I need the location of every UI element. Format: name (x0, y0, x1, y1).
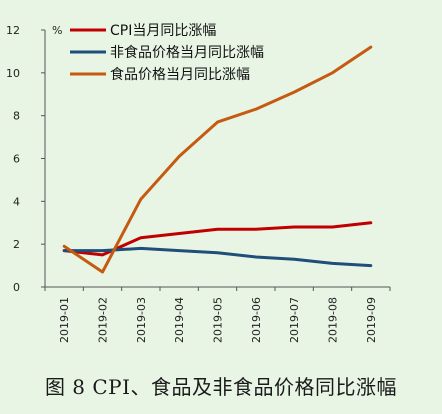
x-tick-label: 2019-02 (97, 297, 110, 343)
legend-label: 非食品价格当月同比涨幅 (110, 44, 264, 61)
x-tick-label: 2019-06 (250, 297, 263, 343)
y-tick-label: 10 (6, 67, 20, 80)
y-tick-label: 4 (13, 195, 20, 208)
x-tick-label: 2019-03 (135, 297, 148, 343)
y-axis-unit-label: % (52, 24, 62, 37)
series-line (62, 45, 373, 274)
x-tick-label: 2019-08 (327, 297, 340, 343)
y-tick-label: 8 (13, 110, 20, 123)
x-tick-label: 2019-05 (212, 297, 225, 343)
chart: 0 2 4 6 8 10 12% 2019-01 2019-02 2019-03 2019-04 20… (6, 23, 391, 343)
x-tick-label: 2019-01 (58, 297, 71, 343)
line-chart: 0 2 4 6 8 10 12 % 2019-01 2019-02 2019-03 2019-04 20… (6, 23, 391, 343)
x-tick-label: 2019-07 (288, 297, 301, 343)
x-tick-label: 2019-04 (173, 297, 186, 343)
y-tick-label: 0 (13, 281, 20, 294)
x-tick-label: 2019-09 (365, 297, 378, 343)
y-tick-label: 2 (13, 238, 20, 251)
y-tick-label: 6 (13, 153, 20, 166)
figure-caption: 图 8 CPI、食品及非食品价格同比涨幅 (44, 375, 398, 399)
y-tick-label: 12 (6, 24, 20, 37)
legend-label: 食品价格当月同比涨幅 (110, 66, 250, 83)
legend-label: CPI当月同比涨幅 (110, 23, 216, 39)
